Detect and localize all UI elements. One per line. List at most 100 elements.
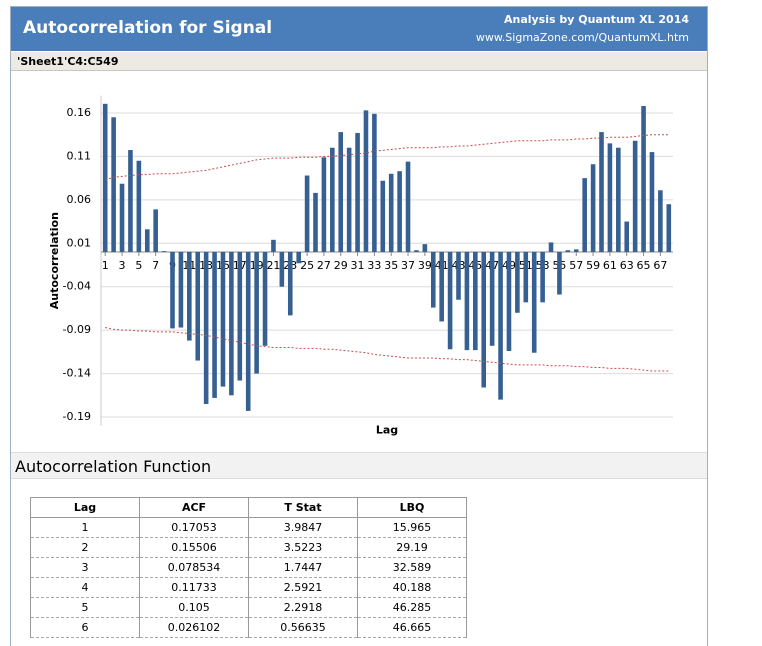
x-tick-label: 61 xyxy=(603,259,617,272)
bar xyxy=(414,250,419,252)
bar xyxy=(287,251,293,316)
column-header: Lag xyxy=(30,497,140,518)
bar xyxy=(388,173,394,252)
bar xyxy=(102,103,108,252)
column-header: T Stat xyxy=(248,497,358,518)
bar xyxy=(548,242,554,252)
header: Autocorrelation for Signal Analysis by Q… xyxy=(11,7,707,51)
bar xyxy=(430,251,436,308)
table-cell: 15.965 xyxy=(357,517,467,538)
bar xyxy=(616,147,621,252)
table-cell: 3 xyxy=(30,557,140,578)
x-tick-label: 7 xyxy=(152,259,159,272)
credit: Analysis by Quantum XL 2014 xyxy=(503,13,689,26)
bar xyxy=(481,251,487,388)
bar xyxy=(590,164,596,252)
x-tick-label: 25 xyxy=(300,259,314,272)
x-tick-label: 31 xyxy=(351,259,365,272)
url[interactable]: www.SigmaZone.com/QuantumXL.htm xyxy=(475,31,689,44)
bar xyxy=(195,251,201,361)
y-tick-label: -0.04 xyxy=(63,280,91,293)
bar xyxy=(111,117,116,252)
bar xyxy=(178,251,184,328)
bar xyxy=(506,251,512,351)
bar xyxy=(649,152,655,252)
bar xyxy=(119,183,125,252)
bar xyxy=(439,251,444,322)
x-tick-label: 21 xyxy=(266,259,280,272)
bar xyxy=(212,251,217,398)
y-tick-label: 0.06 xyxy=(67,193,92,206)
bar xyxy=(641,106,646,252)
x-tick-label: 29 xyxy=(334,259,348,272)
y-axis-label: Autocorrelation xyxy=(48,212,61,309)
bar xyxy=(254,251,259,374)
bar xyxy=(523,251,529,303)
bar xyxy=(658,190,663,252)
column-header: LBQ xyxy=(357,497,467,518)
table-cell: 2 xyxy=(30,537,140,558)
table-row: 4 0.11733 2.5921 40.188 xyxy=(30,577,467,598)
bar xyxy=(447,251,453,350)
table-cell: 4 xyxy=(30,577,140,598)
data-table: Lag ACF T Stat LBQ 1 0.17053 3.9847 15.965 2 0.15… xyxy=(30,497,467,638)
header-row: Lag ACF T Stat LBQ xyxy=(30,497,467,518)
y-tick-label: -0.09 xyxy=(63,323,91,336)
table-cell: 2.2918 xyxy=(248,597,358,618)
bar xyxy=(346,147,352,252)
bar xyxy=(397,171,402,252)
table-cell: 0.105 xyxy=(139,597,249,618)
bar xyxy=(557,251,562,295)
bar xyxy=(473,251,478,351)
bar xyxy=(632,140,638,252)
bar xyxy=(363,110,369,252)
bar xyxy=(599,132,604,252)
column-header: ACF xyxy=(139,497,249,518)
report-title: Autocorrelation for Signal xyxy=(23,18,273,38)
table-row: 5 0.105 2.2918 46.285 xyxy=(30,597,467,618)
x-tick-label: 67 xyxy=(653,259,667,272)
x-tick-label: 63 xyxy=(620,259,634,272)
bar xyxy=(540,251,545,303)
x-tick-label: 57 xyxy=(569,259,583,272)
table-cell: 1.7447 xyxy=(248,557,358,578)
y-tick-label: -0.19 xyxy=(63,410,91,423)
y-tick-label: 0.16 xyxy=(67,106,92,119)
x-tick-label: 3 xyxy=(119,259,126,272)
table-cell: 46.285 xyxy=(357,597,467,618)
bar xyxy=(296,251,301,264)
bar xyxy=(271,239,276,252)
x-tick-label: 39 xyxy=(418,259,432,272)
x-tick-label: 65 xyxy=(637,259,651,272)
bar xyxy=(355,132,360,252)
x-tick-label: 27 xyxy=(317,259,331,272)
bar xyxy=(372,113,377,252)
bar xyxy=(380,180,386,252)
bar xyxy=(531,251,537,353)
y-tick-label: -0.14 xyxy=(63,367,91,380)
section-title: Autocorrelation Function xyxy=(11,452,707,479)
table-cell: 40.188 xyxy=(357,577,467,598)
bar xyxy=(313,192,318,252)
bar xyxy=(170,251,175,329)
table-cell: 1 xyxy=(30,517,140,538)
x-tick-label: 1 xyxy=(102,259,109,272)
y-tick-label: 0.11 xyxy=(67,149,92,162)
bar xyxy=(338,132,344,252)
data-range: 'Sheet1'C4:C549 xyxy=(11,52,707,71)
bar xyxy=(321,157,327,252)
table-row: 2 0.15506 3.5223 29.19 xyxy=(30,537,467,558)
bar xyxy=(498,251,503,400)
table-cell: 5 xyxy=(30,597,140,618)
table-row: 3 0.078534 1.7447 32.589 xyxy=(30,557,467,578)
x-tick-label: 59 xyxy=(586,259,600,272)
table-cell: 2.5921 xyxy=(248,577,358,598)
bar xyxy=(128,150,133,252)
table-cell: 32.589 xyxy=(357,557,467,578)
bar xyxy=(229,251,234,396)
table-cell: 29.19 xyxy=(357,537,467,558)
table-cell: 0.11733 xyxy=(139,577,249,598)
x-tick-label: 33 xyxy=(367,259,381,272)
bar xyxy=(136,160,142,252)
bar xyxy=(489,251,495,346)
